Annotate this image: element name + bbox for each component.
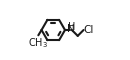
Text: N: N [67, 24, 75, 34]
Text: CH$_3$: CH$_3$ [28, 36, 48, 50]
Text: Cl: Cl [84, 25, 94, 35]
Text: H: H [68, 22, 75, 32]
